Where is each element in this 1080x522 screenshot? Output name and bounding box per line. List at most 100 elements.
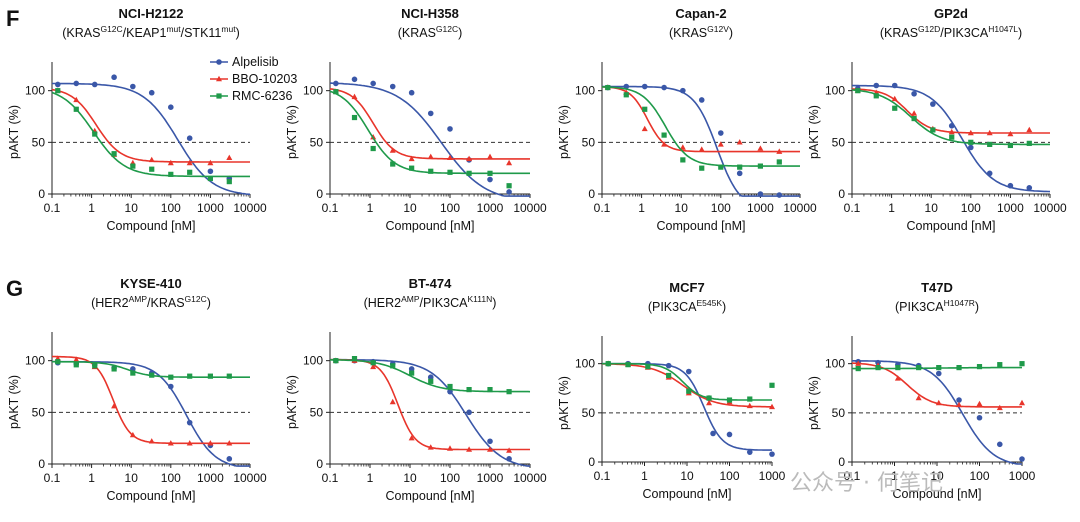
- data-point: [911, 115, 917, 122]
- data-point: [92, 131, 98, 137]
- data-point: [891, 95, 898, 102]
- data-point: [226, 456, 233, 462]
- y-tick-label: 100: [825, 84, 845, 98]
- data-point: [642, 106, 648, 112]
- data-point: [698, 97, 705, 103]
- x-tick-label: 10000: [1033, 201, 1067, 215]
- x-axis-label: Compound [nM]: [907, 219, 996, 233]
- y-tick-label: 0: [838, 187, 845, 201]
- x-tick-label: 10000: [513, 471, 547, 485]
- x-tick-label: 10000: [783, 201, 817, 215]
- y-tick-label: 100: [825, 357, 845, 371]
- chart-title: GP2d: [934, 6, 968, 21]
- x-tick-label: 0.1: [44, 471, 61, 485]
- data-point: [986, 129, 993, 136]
- data-point: [623, 92, 629, 98]
- data-point: [427, 374, 434, 381]
- data-point: [776, 148, 783, 154]
- data-point: [226, 179, 232, 185]
- data-point: [187, 169, 193, 175]
- data-point: [54, 81, 61, 88]
- x-tick-label: 100: [719, 469, 739, 483]
- data-point: [167, 159, 174, 166]
- fit-curve: [52, 82, 251, 196]
- series-bbo-10203: [51, 87, 250, 166]
- x-tick-label: 1: [888, 201, 895, 215]
- data-point: [55, 88, 61, 94]
- x-tick-label: 1: [891, 469, 898, 483]
- data-point: [718, 130, 724, 136]
- series-alpelisib: [852, 82, 1051, 193]
- data-point: [91, 81, 98, 88]
- data-point: [726, 431, 733, 438]
- chart-title: NCI-H358: [401, 6, 459, 21]
- x-tick-label: 1: [88, 201, 95, 215]
- legend: Alpelisib BBO-10203 RMC-6236: [210, 55, 297, 103]
- data-point: [207, 373, 213, 379]
- x-axis-label: Compound [nM]: [107, 489, 196, 503]
- data-point: [930, 127, 936, 133]
- data-point: [699, 165, 705, 171]
- y-axis-label: pAKT (%): [285, 105, 299, 159]
- legend-label: Alpelisib: [232, 55, 279, 69]
- x-tick-label: 100: [161, 471, 181, 485]
- y-tick-label: 0: [38, 457, 45, 471]
- x-tick-label: 1: [367, 471, 374, 485]
- series-bbo-10203: [52, 355, 250, 446]
- y-tick-label: 50: [832, 135, 846, 149]
- data-point: [167, 440, 174, 446]
- data-point: [427, 110, 434, 117]
- chart-t47d: T47D (PIK3CAH1047R) 0 50 100 0.1 1 10 100 1000 Com…: [807, 280, 1036, 501]
- data-point: [1019, 456, 1025, 462]
- y-tick-label: 0: [838, 455, 845, 469]
- fit-curve: [330, 358, 530, 467]
- legend-label: RMC-6236: [232, 89, 292, 103]
- series-rmc-6236: [601, 84, 800, 171]
- chart-kyse-410: KYSE-410 (HER2AMP/KRASG12C) 0 50 100 0.1 1 10 10…: [7, 276, 267, 503]
- data-point: [487, 438, 493, 445]
- data-point: [487, 170, 493, 176]
- data-point: [186, 419, 193, 426]
- x-tick-label: 1: [641, 469, 648, 483]
- x-tick-label: 1000: [759, 469, 786, 483]
- data-point: [111, 74, 117, 81]
- data-point: [351, 76, 358, 83]
- x-tick-label: 10: [675, 201, 689, 215]
- data-point: [447, 383, 453, 390]
- series-bbo-10203: [602, 360, 775, 410]
- series-alpelisib: [329, 76, 530, 197]
- chart-subtitle: (PIK3CAE545K): [648, 298, 726, 314]
- series-alpelisib: [602, 360, 775, 457]
- data-point: [351, 356, 358, 362]
- x-tick-label: 10: [925, 201, 939, 215]
- data-point: [149, 166, 155, 172]
- series-bbo-10203: [602, 84, 800, 154]
- data-point: [226, 154, 233, 161]
- chart-mcf7: MCF7 (PIK3CAE545K) 0 50 100 0.1 1 10 100 1000 Comp…: [557, 280, 786, 501]
- data-point: [665, 362, 672, 369]
- legend-item: RMC-6236: [210, 89, 292, 103]
- chart-title: MCF7: [669, 280, 704, 295]
- x-tick-label: 1000: [477, 471, 504, 485]
- x-tick-label: 100: [440, 471, 460, 485]
- x-tick-label: 1000: [197, 471, 224, 485]
- series-rmc-6236: [329, 356, 531, 395]
- fit-curve: [330, 358, 530, 451]
- data-point: [911, 90, 917, 97]
- data-point: [408, 366, 415, 372]
- data-point: [967, 129, 974, 136]
- x-tick-label: 10: [125, 471, 139, 485]
- series-rmc-6236: [602, 361, 775, 403]
- x-axis-label: Compound [nM]: [386, 489, 475, 503]
- legend-item: Alpelisib: [210, 55, 279, 69]
- data-point: [370, 360, 376, 366]
- data-point: [1026, 185, 1033, 191]
- y-tick-label: 100: [25, 84, 45, 98]
- data-point: [757, 191, 764, 197]
- fit-curve: [601, 86, 800, 167]
- data-point: [73, 80, 80, 87]
- chart-title: NCI-H2122: [118, 6, 183, 21]
- data-point: [956, 401, 963, 408]
- data-point: [428, 168, 434, 174]
